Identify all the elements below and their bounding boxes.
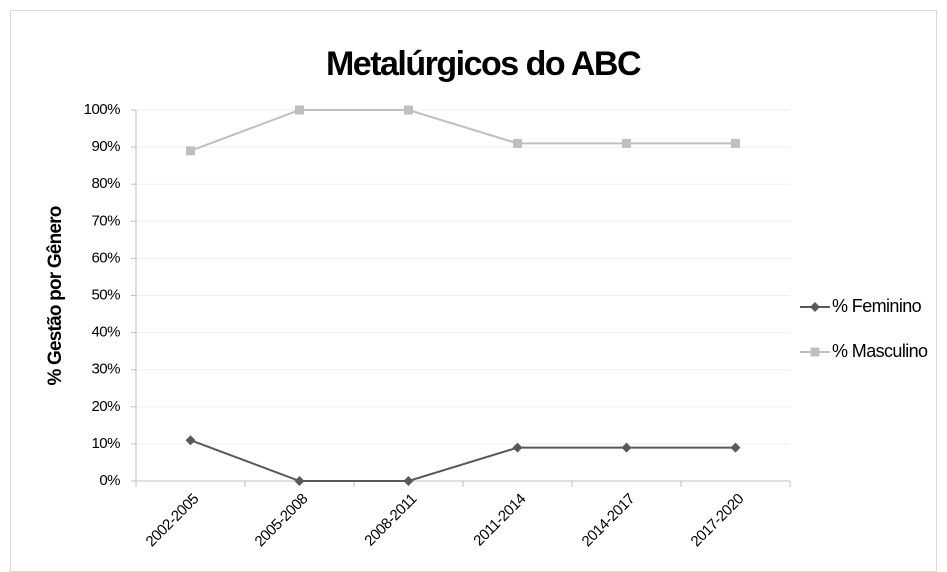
data-point [186,146,195,156]
y-tick-label: 30% [91,361,120,378]
y-tick-label: 90% [91,138,120,155]
data-point [621,442,632,453]
data-point [512,442,523,453]
data-point [185,435,196,446]
y-tick-label: 0% [99,472,120,489]
data-point [622,138,631,148]
y-tick-label: 80% [91,175,120,192]
data-point [731,138,740,148]
chart-border [10,10,937,572]
data-point [403,476,414,486]
data-point [404,105,413,115]
legend-marker [810,302,820,312]
data-point [513,138,522,148]
y-tick-label: 100% [84,101,121,118]
data-point [294,476,305,486]
y-tick-label: 70% [91,212,120,229]
data-point [295,105,304,115]
data-point [730,442,741,453]
series-line [190,109,736,152]
legend-marker [810,347,820,357]
legend-label: % Masculino [832,341,928,361]
y-axis-label: % Gestão por Gênero [45,206,66,385]
y-tick-label: 60% [91,249,120,266]
y-tick-label: 20% [91,398,120,415]
y-tick-label: 10% [91,435,120,452]
y-tick-label: 40% [91,324,120,341]
chart-title: Metalúrgicos do ABC [326,45,641,83]
legend-label: % Feminino [832,296,922,316]
series-line [190,439,736,482]
y-tick-label: 50% [91,286,120,303]
